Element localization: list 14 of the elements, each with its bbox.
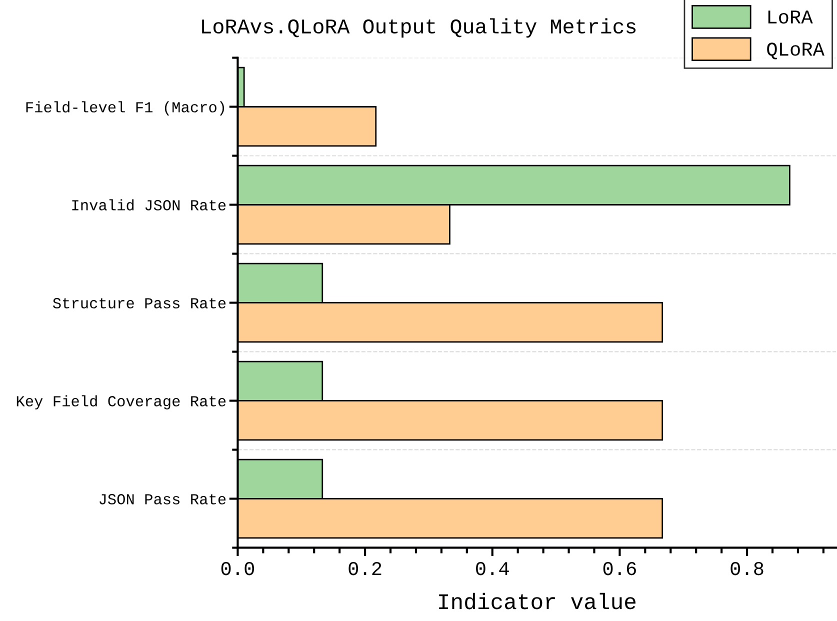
x-tick-label: 0.4 — [476, 562, 509, 576]
x-axis-title: Indicator value — [439, 592, 636, 610]
y-tick-label: Key Field Coverage Rate — [16, 395, 226, 410]
chart-title: LoRAvs.QLoRA Output Quality Metrics — [202, 18, 636, 38]
x-tick-label: 0.8 — [730, 562, 764, 576]
x-tick-label: 0.6 — [603, 562, 636, 576]
x-tick-label: 0.0 — [221, 562, 254, 576]
y-tick-label: Structure Pass Rate — [52, 298, 226, 308]
y-tick-label: Invalid JSON Rate — [72, 199, 226, 210]
legend-label: QLoRA — [767, 42, 824, 60]
y-tick-label: JSON Pass Rate — [100, 494, 226, 504]
y-tick-label: Field-level F1 (Macro) — [26, 101, 224, 116]
x-tick-label: 0.2 — [348, 562, 382, 576]
legend-label: LoRA — [768, 10, 813, 24]
